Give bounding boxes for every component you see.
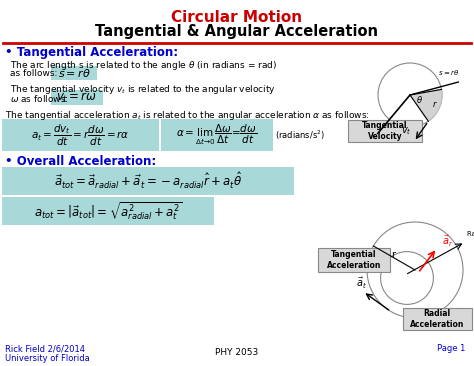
Text: Rick Field 2/6/2014
University of Florida: Rick Field 2/6/2014 University of Florid… bbox=[5, 344, 90, 363]
FancyBboxPatch shape bbox=[51, 66, 97, 80]
Text: • Tangential Acceleration:: • Tangential Acceleration: bbox=[5, 46, 178, 59]
Text: $v_t$: $v_t$ bbox=[401, 125, 412, 137]
Text: $\alpha = \lim_{\Delta t\to0}\dfrac{\Delta\omega}{\Delta t} = \dfrac{d\omega}{dt: $\alpha = \lim_{\Delta t\to0}\dfrac{\Del… bbox=[176, 123, 257, 147]
Text: Radial
Acceleration: Radial Acceleration bbox=[410, 309, 464, 329]
Text: Page 1: Page 1 bbox=[437, 344, 465, 353]
Text: Circular Motion: Circular Motion bbox=[172, 10, 302, 25]
FancyBboxPatch shape bbox=[403, 308, 472, 330]
FancyBboxPatch shape bbox=[2, 197, 214, 225]
Text: The arc length s is related to the angle $\theta$ (in radians = rad): The arc length s is related to the angle… bbox=[10, 59, 277, 72]
Text: The tangential acceleration $a_t$ is related to the angular acceleration $\alpha: The tangential acceleration $a_t$ is rel… bbox=[5, 109, 370, 122]
Text: The tangential velocity $v_t$ is related to the angular velocity: The tangential velocity $v_t$ is related… bbox=[10, 83, 276, 96]
Text: $a_{tot} = \left|\vec{a}_{tot}\right| = \sqrt{a^2_{radial} + a^2_t}$: $a_{tot} = \left|\vec{a}_{tot}\right| = … bbox=[34, 200, 182, 222]
Text: Tangential
Acceleration: Tangential Acceleration bbox=[327, 250, 381, 270]
Text: $\omega$ as follows:: $\omega$ as follows: bbox=[10, 93, 69, 104]
Text: as follows:: as follows: bbox=[10, 69, 57, 78]
Text: $\vec{a}_t$: $\vec{a}_t$ bbox=[356, 276, 366, 291]
FancyBboxPatch shape bbox=[348, 120, 422, 142]
Text: $\vec{a}_{tot} = \vec{a}_{radial} + \vec{a}_t = -a_{radial}\hat{r} + a_t\hat{\th: $\vec{a}_{tot} = \vec{a}_{radial} + \vec… bbox=[54, 171, 242, 191]
Text: • Overall Acceleration:: • Overall Acceleration: bbox=[5, 155, 156, 168]
FancyBboxPatch shape bbox=[318, 248, 390, 272]
Text: Tangential & Angular Acceleration: Tangential & Angular Acceleration bbox=[95, 24, 379, 39]
FancyBboxPatch shape bbox=[161, 119, 273, 151]
Text: $\vec{a}_r$: $\vec{a}_r$ bbox=[442, 234, 453, 249]
FancyBboxPatch shape bbox=[2, 119, 159, 151]
FancyBboxPatch shape bbox=[51, 90, 103, 105]
Text: $a_t = \dfrac{dv_t}{dt} = r\dfrac{d\omega}{dt} = r\alpha$: $a_t = \dfrac{dv_t}{dt} = r\dfrac{d\omeg… bbox=[31, 123, 129, 147]
Text: $r$: $r$ bbox=[432, 99, 438, 109]
Text: PHY 2053: PHY 2053 bbox=[215, 348, 259, 357]
Text: $v_t = r\omega$: $v_t = r\omega$ bbox=[56, 90, 98, 105]
Text: Tangential
Velocity: Tangential Velocity bbox=[362, 121, 408, 141]
FancyBboxPatch shape bbox=[2, 167, 294, 195]
Text: r: r bbox=[391, 250, 395, 259]
Text: $s=r\theta$: $s=r\theta$ bbox=[438, 68, 459, 77]
Text: Radial Axis: Radial Axis bbox=[467, 231, 474, 237]
Polygon shape bbox=[410, 89, 442, 121]
Text: $\theta$: $\theta$ bbox=[416, 94, 423, 105]
Text: (radians/s$^2$): (radians/s$^2$) bbox=[275, 128, 325, 142]
Text: $s = r\theta$: $s = r\theta$ bbox=[58, 67, 91, 79]
